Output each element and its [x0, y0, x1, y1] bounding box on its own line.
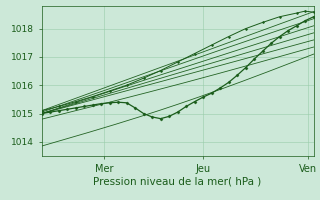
X-axis label: Pression niveau de la mer( hPa ): Pression niveau de la mer( hPa )	[93, 176, 262, 186]
